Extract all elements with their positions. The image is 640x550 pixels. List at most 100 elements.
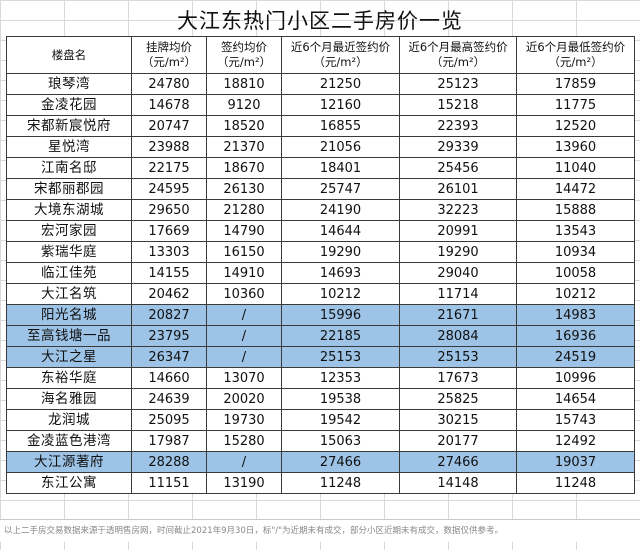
price-cell: 14644 (281, 220, 400, 242)
price-cell: 20020 (206, 388, 282, 410)
price-cell: 25825 (399, 388, 517, 410)
price-cell: 18670 (206, 157, 282, 179)
price-cell: 14155 (131, 262, 207, 284)
price-cell: 13303 (131, 241, 207, 263)
price-cell: / (206, 304, 282, 326)
price-cell: 14654 (516, 388, 635, 410)
price-cell: 29040 (399, 262, 517, 284)
price-cell: 21370 (206, 136, 282, 158)
price-cell: 10212 (281, 283, 400, 305)
community-name-cell: 宏河家园 (6, 220, 132, 242)
header-cell: 近6个月最近签约价（元/m²） (281, 36, 400, 74)
header-cell: 近6个月最低签约价（元/m²） (516, 36, 635, 74)
community-name-cell: 大境东湖城 (6, 199, 132, 221)
price-cell: 15218 (399, 94, 517, 116)
price-cell: 26130 (206, 178, 282, 200)
price-cell: 24639 (131, 388, 207, 410)
price-cell: 19290 (399, 241, 517, 263)
price-cell: 14693 (281, 262, 400, 284)
price-cell: / (206, 451, 282, 473)
community-name-cell: 海名雅园 (6, 388, 132, 410)
price-cell: 25456 (399, 157, 517, 179)
price-cell: 21250 (281, 73, 400, 95)
price-cell: 27466 (399, 451, 517, 473)
table-row: 宋都新宸悦府 20747 18520 16855 22393 12520 (6, 115, 635, 137)
price-cell: 11248 (281, 472, 400, 494)
price-cell: 22185 (281, 325, 400, 347)
page-title: 大江东热门小区二手房价一览 (177, 9, 463, 33)
price-cell: 25747 (281, 178, 400, 200)
price-cell: 14148 (399, 472, 517, 494)
price-cell: 11248 (516, 472, 635, 494)
header-row: 楼盘名 挂牌均价（元/m²） 签约均价（元/m²） 近6个月最近签约价（元/m²… (6, 36, 635, 74)
price-cell: 10212 (516, 283, 635, 305)
table-row: 金凌花园 14678 9120 12160 15218 11775 (6, 94, 635, 116)
price-cell: 21056 (281, 136, 400, 158)
price-cell: 17673 (399, 367, 517, 389)
header-cell: 楼盘名 (6, 36, 132, 74)
price-cell: 11714 (399, 283, 517, 305)
price-cell: 25153 (399, 346, 517, 368)
price-cell: 28084 (399, 325, 517, 347)
community-name-cell: 宋都丽郡园 (6, 178, 132, 200)
price-cell: 11040 (516, 157, 635, 179)
price-cell: 22175 (131, 157, 207, 179)
price-cell: 18520 (206, 115, 282, 137)
community-name-cell: 大江之星 (6, 346, 132, 368)
community-name-cell: 临江佳苑 (6, 262, 132, 284)
price-cell: 23795 (131, 325, 207, 347)
community-name-cell: 琅琴湾 (6, 73, 132, 95)
price-cell: 20991 (399, 220, 517, 242)
price-cell: 19730 (206, 409, 282, 431)
price-cell: 32223 (399, 199, 517, 221)
price-cell: 24595 (131, 178, 207, 200)
table-row: 大江名筑 20462 10360 10212 11714 10212 (6, 283, 635, 305)
price-cell: 10996 (516, 367, 635, 389)
price-cell: 17669 (131, 220, 207, 242)
table-row: 宏河家园 17669 14790 14644 20991 13543 (6, 220, 635, 242)
price-cell: 29650 (131, 199, 207, 221)
price-cell: 15743 (516, 409, 635, 431)
price-cell: 28288 (131, 451, 207, 473)
community-name-cell: 紫瑞华庭 (6, 241, 132, 263)
table-row: 东裕华庭 14660 13070 12353 17673 10996 (6, 367, 635, 389)
header-cell: 挂牌均价（元/m²） (131, 36, 207, 74)
community-name-cell: 星悦湾 (6, 136, 132, 158)
table-row: 至高钱塘一品 23795/22185 28084 16936 (6, 325, 635, 347)
price-cell: 12160 (281, 94, 400, 116)
table-row: 金凌蓝色港湾 17987 15280 15063 20177 12492 (6, 430, 635, 452)
price-cell: 20747 (131, 115, 207, 137)
community-name-cell: 大江名筑 (6, 283, 132, 305)
community-name-cell: 金凌蓝色港湾 (6, 430, 132, 452)
price-cell: 18401 (281, 157, 400, 179)
price-cell: 21671 (399, 304, 517, 326)
price-cell: 13543 (516, 220, 635, 242)
price-cell: 14910 (206, 262, 282, 284)
table-row: 大境东湖城 29650 21280 24190 32223 15888 (6, 199, 635, 221)
price-cell: / (206, 325, 282, 347)
price-cell: 20827 (131, 304, 207, 326)
price-cell: 12353 (281, 367, 400, 389)
table-row: 星悦湾 23988 21370 21056 29339 13960 (6, 136, 635, 158)
price-cell: 19037 (516, 451, 635, 473)
header-cell: 近6个月最高签约价（元/m²） (399, 36, 517, 74)
price-cell: 13070 (206, 367, 282, 389)
price-table: 楼盘名 挂牌均价（元/m²） 签约均价（元/m²） 近6个月最近签约价（元/m²… (6, 36, 635, 494)
price-cell: 23988 (131, 136, 207, 158)
community-name-cell: 阳光名城 (6, 304, 132, 326)
community-name-cell: 东裕华庭 (6, 367, 132, 389)
price-cell: 16855 (281, 115, 400, 137)
footnote: 以上二手房交易数据来源于透明售房网，时间截止2021年9月30日，标"/"为近期… (0, 519, 640, 542)
community-name-cell: 金凌花园 (6, 94, 132, 116)
price-cell: 27466 (281, 451, 400, 473)
price-cell: 26101 (399, 178, 517, 200)
price-cell: 17987 (131, 430, 207, 452)
price-cell: 12520 (516, 115, 635, 137)
price-cell: 25123 (399, 73, 517, 95)
community-name-cell: 江南名邸 (6, 157, 132, 179)
price-cell: 13190 (206, 472, 282, 494)
price-cell: 24519 (516, 346, 635, 368)
community-name-cell: 宋都新宸悦府 (6, 115, 132, 137)
price-cell: 26347 (131, 346, 207, 368)
